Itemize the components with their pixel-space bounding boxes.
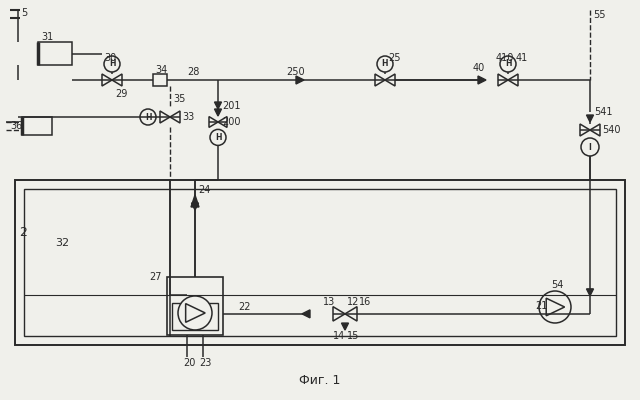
Text: H: H xyxy=(381,60,388,68)
Polygon shape xyxy=(218,117,227,127)
Text: H: H xyxy=(109,60,115,68)
Polygon shape xyxy=(375,74,385,86)
Text: 25: 25 xyxy=(388,53,401,63)
Bar xyxy=(24,189,616,336)
Circle shape xyxy=(377,56,393,72)
Polygon shape xyxy=(191,195,199,207)
Text: 12: 12 xyxy=(347,297,360,307)
Polygon shape xyxy=(214,102,221,109)
Text: 410: 410 xyxy=(496,53,515,63)
Polygon shape xyxy=(160,111,170,123)
Text: 2: 2 xyxy=(19,226,27,239)
Text: 34: 34 xyxy=(155,65,167,75)
Bar xyxy=(15,180,625,345)
Text: 13: 13 xyxy=(323,297,335,307)
Text: 40: 40 xyxy=(473,63,485,73)
Polygon shape xyxy=(590,124,600,136)
Polygon shape xyxy=(342,323,349,330)
Text: I: I xyxy=(589,142,591,152)
Circle shape xyxy=(500,56,516,72)
Text: 28: 28 xyxy=(188,67,200,77)
Text: 31: 31 xyxy=(41,32,53,42)
Polygon shape xyxy=(302,310,310,318)
Text: 32: 32 xyxy=(55,238,69,248)
Polygon shape xyxy=(586,115,593,122)
Polygon shape xyxy=(214,109,221,116)
Polygon shape xyxy=(478,76,486,84)
Text: 200: 200 xyxy=(222,117,241,127)
Polygon shape xyxy=(102,74,112,86)
Circle shape xyxy=(210,129,226,145)
Polygon shape xyxy=(580,124,590,136)
Polygon shape xyxy=(209,117,218,127)
Circle shape xyxy=(539,291,571,323)
Text: 30: 30 xyxy=(104,53,116,63)
Polygon shape xyxy=(508,74,518,86)
Text: Фиг. 1: Фиг. 1 xyxy=(300,374,340,386)
Polygon shape xyxy=(296,76,304,84)
Polygon shape xyxy=(112,74,122,86)
Bar xyxy=(22,117,52,135)
Text: 22: 22 xyxy=(238,302,250,312)
Polygon shape xyxy=(586,289,593,296)
Text: H: H xyxy=(215,133,221,142)
Polygon shape xyxy=(170,111,180,123)
Circle shape xyxy=(178,296,212,330)
Text: 16: 16 xyxy=(359,297,371,307)
Polygon shape xyxy=(385,74,395,86)
Text: 20: 20 xyxy=(183,358,195,368)
Text: 201: 201 xyxy=(222,101,241,111)
Polygon shape xyxy=(546,298,564,316)
Text: 24: 24 xyxy=(198,185,211,195)
Circle shape xyxy=(581,138,599,156)
Text: 36: 36 xyxy=(10,121,22,131)
Bar xyxy=(38,42,72,65)
Text: 29: 29 xyxy=(115,89,127,99)
Text: 23: 23 xyxy=(199,358,211,368)
Text: 21: 21 xyxy=(535,301,547,311)
Text: 41: 41 xyxy=(516,53,528,63)
Circle shape xyxy=(104,56,120,72)
Text: 541: 541 xyxy=(594,107,612,117)
Text: 33: 33 xyxy=(182,112,195,122)
Polygon shape xyxy=(345,307,357,321)
Text: 27: 27 xyxy=(149,272,161,282)
Text: H: H xyxy=(505,60,511,68)
Text: 5: 5 xyxy=(21,8,28,18)
Text: H: H xyxy=(145,112,151,122)
Polygon shape xyxy=(498,74,508,86)
Polygon shape xyxy=(186,304,205,322)
Text: 15: 15 xyxy=(347,331,360,341)
Text: 54: 54 xyxy=(551,280,563,290)
Text: 35: 35 xyxy=(173,94,186,104)
Text: 250: 250 xyxy=(287,67,305,77)
Circle shape xyxy=(140,109,156,125)
Bar xyxy=(172,303,218,330)
Text: 55: 55 xyxy=(593,10,605,20)
Bar xyxy=(153,74,167,86)
Text: 14: 14 xyxy=(333,331,345,341)
Text: 540: 540 xyxy=(602,125,621,135)
Polygon shape xyxy=(333,307,345,321)
Polygon shape xyxy=(191,203,198,210)
Bar xyxy=(167,277,223,335)
